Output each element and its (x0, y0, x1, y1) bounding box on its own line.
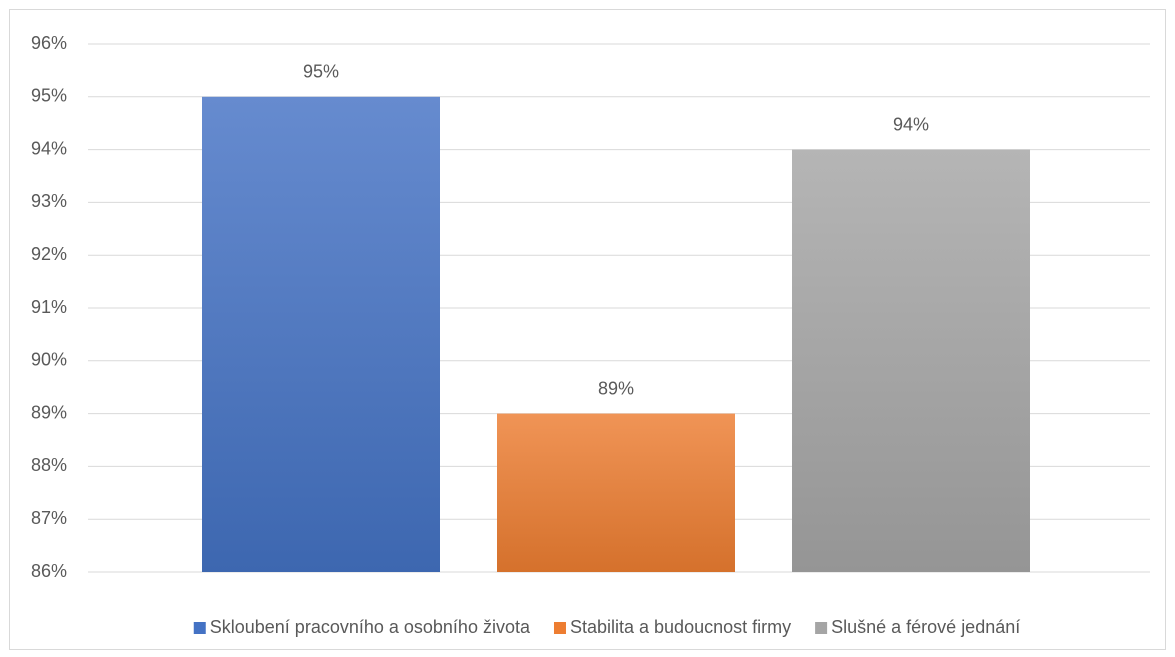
y-tick-label: 86% (31, 561, 67, 581)
legend-label: Skloubení pracovního a osobního života (210, 617, 531, 637)
y-tick-label: 91% (31, 297, 67, 317)
y-tick-label: 87% (31, 508, 67, 528)
legend-swatch (193, 622, 206, 634)
y-tick-label: 90% (31, 350, 67, 370)
legend-label: Stabilita a budoucnost firmy (570, 617, 791, 637)
legend-swatch (553, 622, 566, 634)
y-tick-label: 94% (31, 138, 67, 158)
y-tick-label: 89% (31, 402, 67, 422)
bar (792, 149, 1030, 572)
data-label: 95% (303, 62, 339, 82)
y-tick-label: 96% (31, 33, 67, 53)
legend-label: Slušné a férové jednání (831, 617, 1020, 637)
y-tick-label: 92% (31, 244, 67, 264)
y-tick-label: 95% (31, 86, 67, 106)
y-tick-label: 88% (31, 455, 67, 475)
bar (202, 96, 440, 573)
data-label: 94% (893, 114, 929, 134)
data-label: 89% (598, 378, 634, 398)
bar (497, 413, 735, 572)
legend-swatch (815, 622, 828, 634)
y-tick-label: 93% (31, 191, 67, 211)
